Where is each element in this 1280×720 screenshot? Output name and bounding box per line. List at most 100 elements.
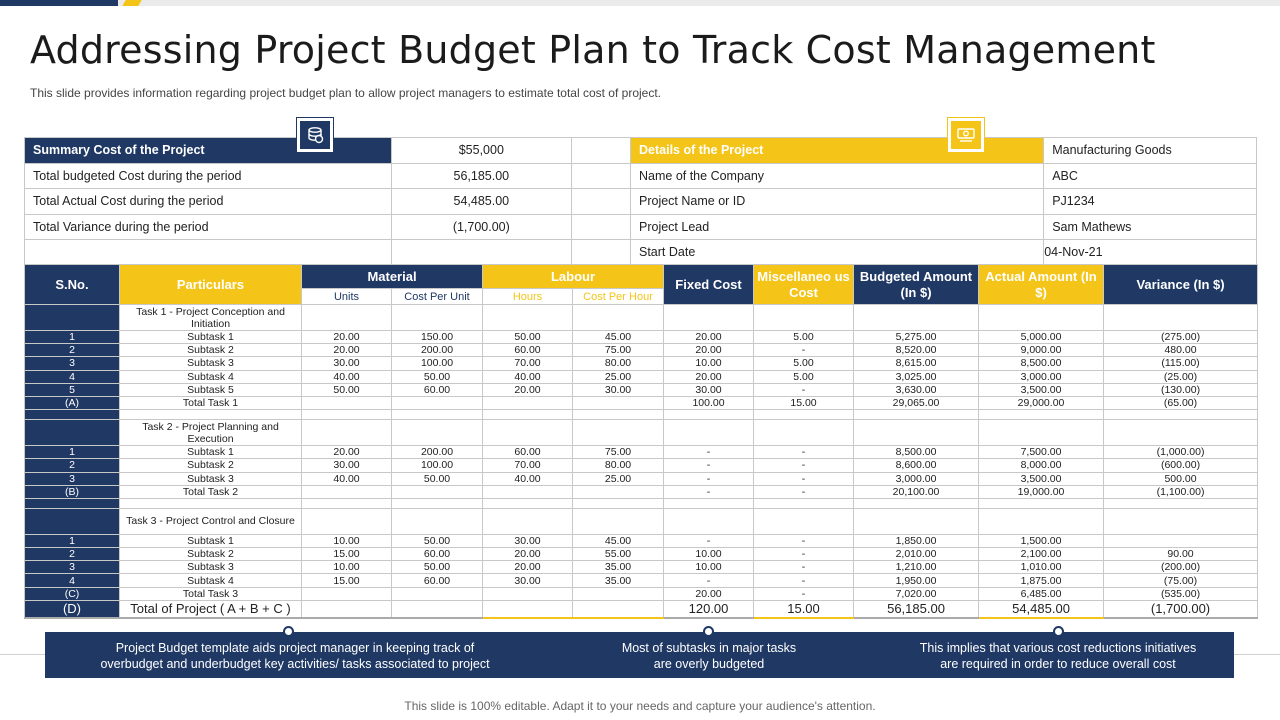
cell-sno: 2 bbox=[24, 343, 120, 358]
cell-sno bbox=[24, 304, 120, 331]
cell-cost-per-hour: 45.00 bbox=[572, 329, 665, 345]
cell-cost-per-unit bbox=[390, 304, 484, 331]
cell-fixed-cost: 20.00 bbox=[663, 586, 755, 601]
coins-icon bbox=[296, 117, 334, 153]
empty-cell bbox=[390, 497, 484, 509]
banner-dot bbox=[703, 626, 714, 637]
cell-particulars: Subtask 1 bbox=[119, 533, 302, 549]
cell-misc-cost: - bbox=[753, 547, 855, 562]
cell-cost-per-unit: 60.00 bbox=[390, 547, 484, 562]
cell-misc-cost: 5.00 bbox=[753, 369, 855, 384]
empty-cell bbox=[663, 497, 755, 509]
cell-misc-cost: - bbox=[753, 533, 855, 549]
banner-dot bbox=[283, 626, 294, 637]
cell-variance: (115.00) bbox=[1103, 356, 1259, 371]
table-row: 1 Subtask 1 20.00 150.00 50.00 45.00 20.00 5.00… bbox=[24, 329, 1259, 345]
cell-particulars: Subtask 4 bbox=[119, 369, 302, 384]
table-row: 3 Subtask 3 40.00 50.00 40.00 25.00- -3,000.00… bbox=[24, 471, 1259, 486]
details-header-value: Manufacturing Goods bbox=[1043, 137, 1257, 164]
cell-budgeted: 3,025.00 bbox=[853, 369, 980, 384]
page-title: Addressing Project Budget Plan to Track … bbox=[30, 28, 1156, 72]
cell-sno: 2 bbox=[24, 547, 120, 562]
cell-particulars: Total Task 3 bbox=[119, 586, 302, 601]
task-title-row: Task 1 - Project Conception and Initiati… bbox=[24, 304, 1259, 331]
cell-units: 40.00 bbox=[301, 471, 392, 486]
top-accent-bar bbox=[0, 0, 1280, 6]
cell-sno: 3 bbox=[24, 471, 120, 486]
cell-fixed-cost: - bbox=[663, 533, 755, 549]
cell-cost-per-hour: 35.00 bbox=[572, 573, 665, 588]
cell-hours bbox=[482, 304, 574, 331]
cell-budgeted: 56,185.00 bbox=[853, 599, 980, 620]
cell-budgeted: 3,630.00 bbox=[853, 382, 980, 397]
spacer-row bbox=[24, 409, 1259, 421]
cell-variance: (1,000.00) bbox=[1103, 445, 1259, 460]
footer-note: This slide is 100% editable. Adapt it to… bbox=[404, 699, 876, 713]
cell-fixed-cost: - bbox=[663, 458, 755, 473]
cell-cost-per-unit: 50.00 bbox=[390, 471, 484, 486]
empty-cell bbox=[482, 409, 574, 421]
cell-sno: 1 bbox=[24, 445, 120, 460]
cell-actual: 29,000.00 bbox=[978, 395, 1105, 411]
cell-particulars: Subtask 1 bbox=[119, 329, 302, 345]
summary-value: (1,700.00) bbox=[390, 213, 573, 240]
cell-hours bbox=[482, 586, 574, 601]
cell-cost-per-hour bbox=[572, 586, 665, 601]
cell-misc-cost: 5.00 bbox=[753, 329, 855, 345]
details-label: Project Lead bbox=[629, 213, 1045, 240]
cell-actual: 6,485.00 bbox=[978, 586, 1105, 601]
cell-actual: 8,500.00 bbox=[978, 356, 1105, 371]
cell-cost-per-unit bbox=[390, 586, 484, 601]
cell-sno: 1 bbox=[24, 533, 120, 549]
table-row: 1 Subtask 1 20.00 200.00 60.00 75.00- -8,500.0… bbox=[24, 445, 1259, 460]
cell-variance bbox=[1103, 419, 1259, 447]
cell-sno: 3 bbox=[24, 560, 120, 575]
cell-variance: (535.00) bbox=[1103, 586, 1259, 601]
table-row: 1 Subtask 1 10.00 50.00 30.00 45.00- -1,850.00… bbox=[24, 533, 1259, 549]
cell-cost-per-hour bbox=[572, 419, 665, 447]
header-fixed-cost: Fixed Cost bbox=[663, 264, 755, 305]
table-row: 4 Subtask 4 40.00 50.00 40.00 25.00 20.00 5.00 3… bbox=[24, 369, 1259, 384]
cell-misc-cost: - bbox=[753, 484, 855, 499]
cell-actual: 3,500.00 bbox=[978, 471, 1105, 486]
cell-sno bbox=[24, 419, 120, 447]
cell-sno: 2 bbox=[24, 458, 120, 473]
cell-fixed-cost: - bbox=[663, 445, 755, 460]
summary-value: 54,485.00 bbox=[390, 188, 573, 215]
cell-units bbox=[301, 599, 392, 620]
cell-fixed-cost: 20.00 bbox=[663, 369, 755, 384]
cell-misc-cost bbox=[753, 507, 855, 535]
summary-label: Total budgeted Cost during the period bbox=[24, 162, 392, 189]
cell-actual: 1,010.00 bbox=[978, 560, 1105, 575]
empty-cell bbox=[571, 213, 631, 240]
cell-actual: 1,500.00 bbox=[978, 533, 1105, 549]
insight-text-2: Most of subtasks in major tasks are overl… bbox=[621, 641, 797, 671]
cell-sno: 1 bbox=[24, 329, 120, 345]
cell-particulars: Subtask 2 bbox=[119, 547, 302, 562]
header-labour: Labour bbox=[482, 264, 665, 289]
cell-budgeted: 29,065.00 bbox=[853, 395, 980, 411]
table-row: 4 Subtask 4 15.00 60.00 30.00 35.00- -1,950.00… bbox=[24, 573, 1259, 588]
empty-cell bbox=[119, 409, 302, 421]
cell-variance: 90.00 bbox=[1103, 547, 1259, 562]
cell-misc-cost bbox=[753, 304, 855, 331]
cell-variance: (600.00) bbox=[1103, 458, 1259, 473]
header-hours: Hours bbox=[482, 288, 574, 305]
table-row: 3 Subtask 3 30.00 100.00 70.00 80.00 10.00 5.00… bbox=[24, 356, 1259, 371]
cell-sno: (D) bbox=[24, 599, 120, 620]
cell-budgeted bbox=[853, 419, 980, 447]
details-label: Name of the Company bbox=[629, 162, 1045, 189]
cell-units: 30.00 bbox=[301, 458, 392, 473]
cell-fixed-cost: 20.00 bbox=[663, 343, 755, 358]
cell-particulars: Subtask 4 bbox=[119, 573, 302, 588]
cell-misc-cost: - bbox=[753, 471, 855, 486]
cell-budgeted: 8,500.00 bbox=[853, 445, 980, 460]
cell-misc-cost: - bbox=[753, 343, 855, 358]
cell-misc-cost: 5.00 bbox=[753, 356, 855, 371]
cell-budgeted: 2,010.00 bbox=[853, 547, 980, 562]
header-misc-cost: Miscellaneo us Cost bbox=[753, 264, 855, 305]
table-row: 2 Subtask 2 20.00 200.00 60.00 75.00 20.00-8,5… bbox=[24, 343, 1259, 358]
cell-hours bbox=[482, 419, 574, 447]
cell-cost-per-unit bbox=[390, 484, 484, 499]
empty-cell bbox=[663, 409, 755, 421]
